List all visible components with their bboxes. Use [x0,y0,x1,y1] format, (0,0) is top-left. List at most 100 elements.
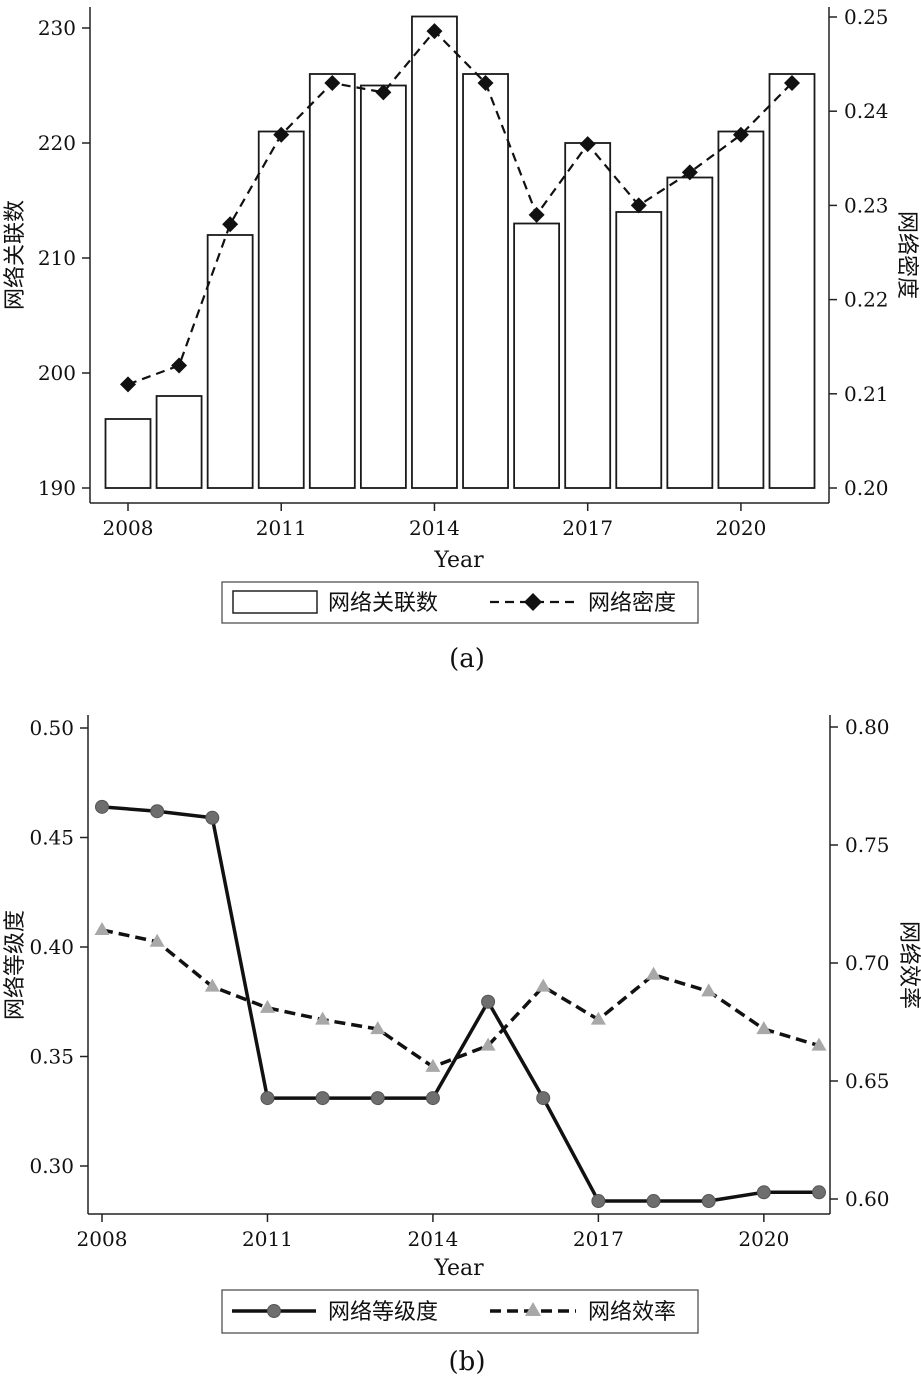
efficiency-point-2014 [425,1058,441,1072]
tick-label: 0.25 [844,5,889,29]
panel-b-hierarchy-line [95,799,826,1209]
panel-b-xlabel: Year [433,1256,484,1281]
panel-a: 190 200 210 220 230 0.20 0.21 0.22 0.23 0.24 0.25… [3,5,919,674]
density-point-2011 [273,126,290,143]
hierarchy-point-2010 [205,810,220,825]
efficiency-point-2017 [590,1011,606,1025]
bar-2014 [411,15,458,489]
hierarchy-series-line [101,805,819,1203]
density-point-2012 [324,74,341,91]
tick-label: 0.80 [845,715,890,739]
legend-hierarchy-label: 网络等级度 [328,1300,438,1325]
tick-label: 0.45 [29,826,74,850]
panel-b-right-ticks: 0.60 0.65 0.70 0.75 0.80 [830,715,890,1211]
panel-a-ylabel-right: 网络密度 [894,211,919,299]
efficiency-point-2018 [646,966,662,980]
panel-a-right-ticks: 0.20 0.21 0.22 0.23 0.24 0.25 [829,5,889,500]
panel-b-ylabel-left: 网络等级度 [3,910,28,1020]
efficiency-point-2013 [370,1021,386,1035]
hierarchy-point-2014 [425,1091,440,1106]
efficiency-point-2015 [480,1037,496,1051]
tick-label: 0.35 [29,1045,74,1069]
tick-label: 2008 [77,1227,128,1251]
panel-a-density-line [120,23,800,393]
tick-label: 0.50 [29,716,74,740]
panel-a-bars [104,15,816,489]
panel-a-legend: 网络关联数 网络密度 [221,581,699,624]
panel-b-efficiency-line [94,921,827,1072]
efficiency-point-2010 [204,978,220,992]
hierarchy-point-2012 [315,1091,330,1106]
legend-bar-label: 网络关联数 [328,591,438,616]
tick-label: 2008 [103,516,154,540]
tick-label: 2014 [409,516,460,540]
efficiency-point-2020 [756,1021,772,1035]
efficiency-point-2019 [701,983,717,997]
bar-2021 [768,73,816,489]
tick-label: 0.22 [844,288,889,312]
tick-label: 2017 [573,1227,624,1251]
bar-2009 [155,395,203,489]
hierarchy-point-2019 [701,1194,716,1209]
hierarchy-point-2017 [591,1194,606,1209]
bar-2019 [666,176,714,489]
density-point-2016 [528,206,545,223]
hierarchy-point-2015 [481,994,496,1009]
tick-label: 0.40 [29,935,74,959]
hierarchy-point-2018 [646,1194,661,1209]
density-point-2015 [477,74,494,91]
legend-frame [221,581,699,624]
panel-b-left-ticks: 0.30 0.35 0.40 0.45 0.50 [29,716,88,1178]
density-series-line [127,29,793,386]
legend-diamond-icon [524,593,542,611]
density-point-2009 [171,357,188,374]
bar-2012 [308,73,356,489]
panel-b: 0.30 0.35 0.40 0.45 0.50 0.60 0.65 0.70 0.75 0.8… [3,715,921,1377]
tick-label: 2014 [407,1227,458,1251]
panel-b-x-ticks: 2008 2011 2014 2017 2020 [77,1214,789,1251]
tick-label: 0.30 [29,1154,74,1178]
efficiency-point-2009 [149,933,165,947]
density-point-2017 [579,136,596,153]
efficiency-point-2016 [535,978,551,992]
hierarchy-point-2020 [756,1185,771,1200]
panel-b-ylabel-right: 网络效率 [896,921,921,1009]
density-point-2021 [784,74,800,91]
efficiency-series-line [101,928,820,1069]
legend-density-label: 网络密度 [588,591,676,616]
density-point-2014 [426,23,443,40]
tick-label: 2011 [242,1227,293,1251]
tick-label: 0.20 [844,476,889,500]
legend-efficiency-label: 网络效率 [588,1300,676,1325]
panel-a-xlabel: Year [433,548,484,573]
tick-label: 220 [38,131,76,155]
panel-b-legend: 网络等级度 网络效率 [221,1289,699,1334]
density-point-2020 [732,126,749,143]
hierarchy-point-2013 [370,1091,385,1106]
hierarchy-point-2011 [260,1091,275,1106]
tick-label: 0.24 [844,99,889,123]
legend-frame [221,1289,699,1334]
hierarchy-point-2008 [95,799,109,814]
bar-2015 [462,73,509,489]
density-point-2008 [120,376,136,393]
hierarchy-point-2009 [150,804,165,819]
panel-b-caption: (b) [449,1347,486,1377]
panel-a-caption: (a) [449,644,485,674]
efficiency-point-2012 [315,1011,331,1025]
panel-a-left-ticks: 190 200 210 220 230 [38,16,90,500]
density-point-2013 [375,84,392,101]
tick-label: 0.70 [845,951,890,975]
bar-2008 [104,418,152,489]
bar-2017 [564,142,612,489]
tick-label: 0.65 [845,1069,890,1093]
efficiency-point-2021 [811,1037,827,1051]
tick-label: 0.60 [845,1187,890,1211]
tick-label: 200 [38,361,76,385]
legend-triangle-icon [525,1302,541,1316]
bar-2016 [513,222,561,489]
density-point-2018 [630,197,647,214]
tick-label: 0.21 [844,382,889,406]
tick-label: 0.23 [844,193,889,217]
